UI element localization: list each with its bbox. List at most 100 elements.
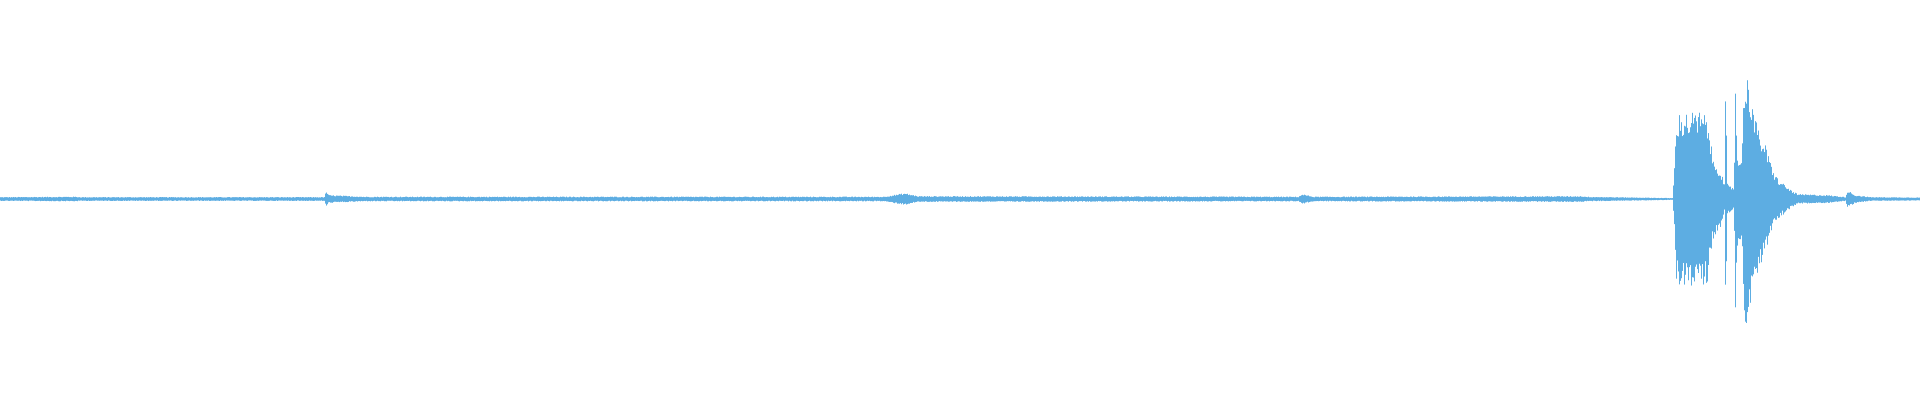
- waveform-sample: [1614, 197, 1615, 201]
- waveform-sample: [1073, 197, 1074, 202]
- waveform-sample: [1412, 197, 1413, 201]
- waveform-sample: [722, 196, 723, 201]
- waveform-sample: [1396, 196, 1397, 202]
- waveform-sample: [274, 197, 275, 201]
- waveform-sample: [1781, 184, 1782, 216]
- waveform-sample: [924, 196, 925, 202]
- waveform-sample: [510, 196, 511, 201]
- waveform-sample: [799, 197, 800, 202]
- waveform-sample: [1312, 196, 1313, 202]
- waveform-sample: [113, 197, 114, 201]
- waveform-sample: [1560, 196, 1561, 202]
- waveform-sample: [530, 196, 531, 201]
- waveform-sample: [406, 196, 407, 201]
- waveform-sample: [1579, 196, 1580, 202]
- waveform-sample: [463, 196, 464, 202]
- waveform-sample: [1671, 198, 1672, 200]
- waveform-sample: [86, 197, 87, 201]
- waveform-sample: [184, 197, 185, 201]
- waveform-sample: [973, 196, 974, 202]
- waveform-sample: [1439, 196, 1440, 202]
- waveform-sample: [421, 196, 422, 201]
- waveform-sample: [1807, 194, 1808, 204]
- waveform-sample: [964, 196, 965, 202]
- waveform-sample: [200, 197, 201, 201]
- waveform-sample: [1649, 197, 1650, 201]
- waveform-sample: [1098, 196, 1099, 201]
- waveform-sample: [205, 197, 206, 201]
- waveform-sample: [1504, 196, 1505, 202]
- waveform-sample: [474, 197, 475, 201]
- waveform-sample: [1095, 196, 1096, 202]
- waveform-sample: [10, 197, 11, 201]
- waveform-sample: [622, 196, 623, 201]
- waveform-sample: [685, 196, 686, 201]
- waveform-sample: [555, 196, 556, 201]
- waveform-sample: [46, 197, 47, 202]
- waveform-sample: [568, 197, 569, 201]
- waveform-sample: [1514, 196, 1515, 202]
- waveform-sample: [376, 197, 377, 202]
- waveform-sample: [679, 196, 680, 201]
- waveform-sample: [19, 197, 20, 201]
- waveform-sample: [1857, 196, 1858, 202]
- waveform-sample: [1067, 196, 1068, 202]
- waveform-sample: [391, 196, 392, 201]
- waveform-sample: [630, 197, 631, 201]
- waveform-sample: [1224, 196, 1225, 201]
- waveform-sample: [807, 196, 808, 202]
- waveform-sample: [1184, 196, 1185, 202]
- waveform-sample: [1026, 196, 1027, 202]
- waveform-sample: [1907, 197, 1908, 201]
- waveform-sample: [1131, 196, 1132, 201]
- waveform-sample: [325, 193, 326, 204]
- waveform-sample: [1556, 196, 1557, 202]
- waveform-sample: [75, 196, 76, 201]
- waveform-sample: [214, 197, 215, 201]
- waveform-sample: [1276, 196, 1277, 201]
- waveform-sample: [263, 197, 264, 201]
- waveform-sample: [1307, 195, 1308, 202]
- waveform-sample: [806, 196, 807, 202]
- waveform-sample: [586, 196, 587, 202]
- waveform-sample: [1084, 196, 1085, 202]
- waveform-sample: [982, 196, 983, 202]
- waveform-sample: [212, 197, 213, 201]
- waveform-sample: [709, 197, 710, 201]
- waveform-sample: [1721, 179, 1722, 221]
- waveform-sample: [347, 196, 348, 203]
- waveform-sample: [1695, 115, 1696, 267]
- waveform-sample: [1563, 196, 1564, 202]
- waveform-sample: [1375, 197, 1376, 202]
- waveform-sample: [1894, 197, 1895, 201]
- waveform-sample: [1149, 196, 1150, 202]
- waveform-sample: [1075, 196, 1076, 202]
- waveform-sample: [1000, 196, 1001, 202]
- waveform-sample: [847, 197, 848, 202]
- waveform-sample: [1717, 173, 1718, 231]
- waveform-sample: [943, 196, 944, 202]
- waveform-sample: [1597, 197, 1598, 201]
- waveform-sample: [955, 196, 956, 202]
- waveform-sample: [1238, 196, 1239, 201]
- waveform-sample: [93, 197, 94, 201]
- waveform-sample: [1789, 190, 1790, 210]
- waveform-sample: [467, 197, 468, 202]
- waveform-sample: [1400, 196, 1401, 202]
- waveform-sample: [22, 197, 23, 202]
- waveform-sample: [1283, 196, 1284, 202]
- waveform-sample: [377, 196, 378, 201]
- waveform-sample: [7, 197, 8, 201]
- waveform-sample: [1404, 196, 1405, 202]
- waveform-sample: [1688, 133, 1689, 281]
- waveform-sample: [1877, 197, 1878, 201]
- waveform-sample: [1591, 197, 1592, 201]
- waveform-sample: [158, 197, 159, 201]
- waveform-sample: [1175, 197, 1176, 201]
- waveform-sample: [363, 196, 364, 202]
- waveform-sample: [426, 196, 427, 202]
- waveform-sample: [304, 197, 305, 201]
- waveform-sample: [271, 197, 272, 201]
- waveform-sample: [94, 197, 95, 201]
- waveform-sample: [25, 197, 26, 201]
